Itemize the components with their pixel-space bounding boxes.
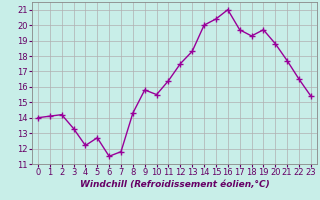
X-axis label: Windchill (Refroidissement éolien,°C): Windchill (Refroidissement éolien,°C) [80, 180, 269, 189]
